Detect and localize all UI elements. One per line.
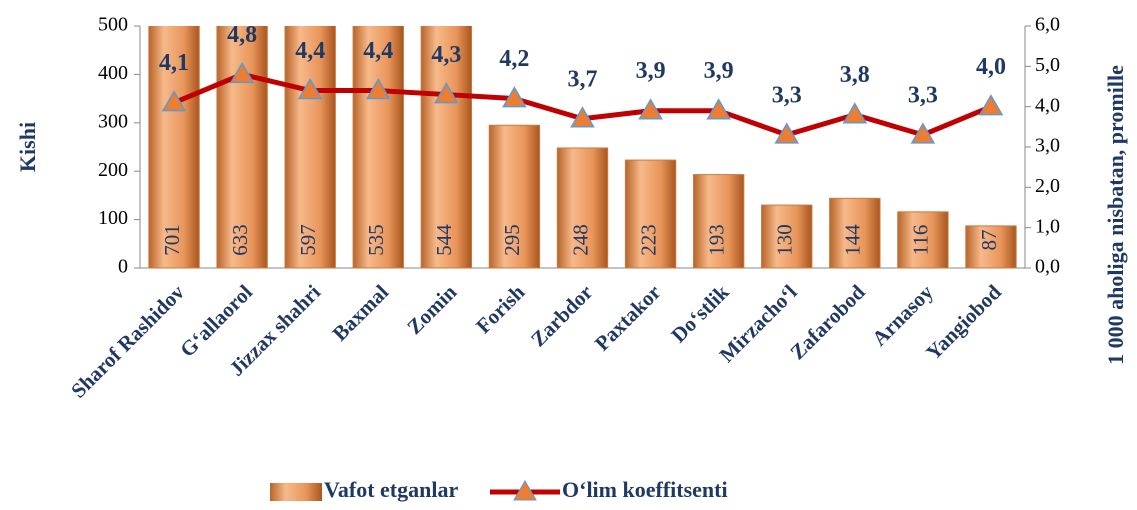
y2-tick-label: 6,0	[1035, 14, 1060, 36]
line-marker	[570, 106, 595, 128]
y2-tick-label: 2,0	[1035, 175, 1060, 197]
line-label: 3,8	[840, 62, 870, 88]
y-axis-title: Kishi	[15, 122, 40, 172]
legend-marker	[513, 480, 537, 501]
bars	[148, 26, 1017, 269]
line-marker	[638, 98, 663, 120]
line-marker	[978, 94, 1004, 116]
bar-label: 193	[704, 224, 728, 256]
bar-label: 633	[228, 224, 252, 256]
legend-label: O‘lim koeffitsenti	[562, 477, 728, 502]
line-marker	[842, 102, 868, 124]
bar	[965, 225, 1017, 269]
line-label: 4,8	[227, 22, 257, 48]
bar	[352, 26, 404, 269]
bar-label: 701	[160, 224, 184, 256]
y2-tick-label: 3,0	[1035, 135, 1060, 157]
y2-axis-title: 1 000 aholiga nisbatan, promille	[1103, 65, 1128, 365]
line-marker	[706, 98, 731, 120]
bar	[488, 124, 541, 269]
line-label: 3,3	[772, 82, 802, 108]
line-label: 4,4	[363, 38, 393, 64]
bar-label: 248	[568, 224, 592, 256]
x-tick-label: Paxtakor	[590, 280, 666, 356]
bar	[148, 26, 200, 269]
y-tick-label: 400	[98, 62, 128, 84]
bar-label: 144	[841, 224, 865, 256]
x-tick-label: Zomin	[402, 280, 461, 339]
bar-label: 87	[977, 230, 1001, 251]
line-label: 3,9	[704, 58, 734, 84]
line-label: 4,1	[159, 50, 189, 76]
bar	[284, 26, 336, 269]
bar-label: 116	[909, 225, 933, 256]
line-label: 4,2	[499, 46, 529, 72]
x-tick-label: Arnasoy	[867, 280, 938, 351]
line-label: 3,3	[908, 82, 938, 108]
line-marker	[910, 122, 936, 144]
bar-label: 130	[773, 224, 797, 256]
y2-tick-label: 0,0	[1035, 256, 1060, 278]
line-label: 3,7	[568, 66, 598, 92]
bar	[761, 204, 813, 269]
line-marker	[774, 122, 800, 144]
y2-tick-label: 1,0	[1035, 215, 1060, 237]
x-tick-label: Sharof Rashidov	[66, 280, 189, 403]
line-marker	[229, 61, 255, 84]
line-marker	[161, 90, 187, 112]
x-tick-label: Forish	[471, 280, 529, 338]
bar-label: 597	[296, 224, 320, 256]
y-tick-label: 500	[98, 14, 128, 36]
bar	[556, 147, 609, 269]
legend-swatch	[270, 483, 322, 501]
bar	[829, 197, 881, 269]
bar-label: 295	[500, 224, 524, 256]
x-tick-label: Yangiobod	[921, 280, 1006, 365]
x-tick-label: Zarbdor	[526, 280, 597, 351]
x-tick-label: Baxmal	[328, 280, 394, 346]
bar	[897, 211, 949, 269]
y-tick-label: 200	[98, 159, 128, 181]
bar-label: 535	[364, 224, 388, 256]
bar-label: 544	[432, 224, 456, 256]
y-tick-label: 100	[98, 207, 128, 229]
y-tick-label: 300	[98, 110, 128, 132]
line-marker	[502, 86, 527, 108]
x-tick-label: Zafarobod	[785, 280, 870, 365]
bar	[624, 159, 677, 269]
line-label: 4,0	[976, 54, 1006, 80]
line-marker	[297, 78, 323, 100]
bar	[692, 174, 745, 269]
line-label: 3,9	[636, 58, 666, 84]
legend-label: Vafot etganlar	[324, 477, 458, 502]
line-marker	[365, 78, 391, 100]
bar	[420, 26, 473, 269]
bar-label: 223	[636, 224, 660, 256]
y-tick-label: 0	[118, 256, 128, 278]
line-label: 4,4	[295, 38, 325, 64]
line-marker	[434, 82, 459, 104]
x-tick-label: Do‘stlik	[666, 280, 734, 348]
y2-tick-label: 4,0	[1035, 94, 1060, 116]
line-label: 4,3	[431, 42, 461, 68]
y2-tick-label: 5,0	[1035, 54, 1060, 76]
